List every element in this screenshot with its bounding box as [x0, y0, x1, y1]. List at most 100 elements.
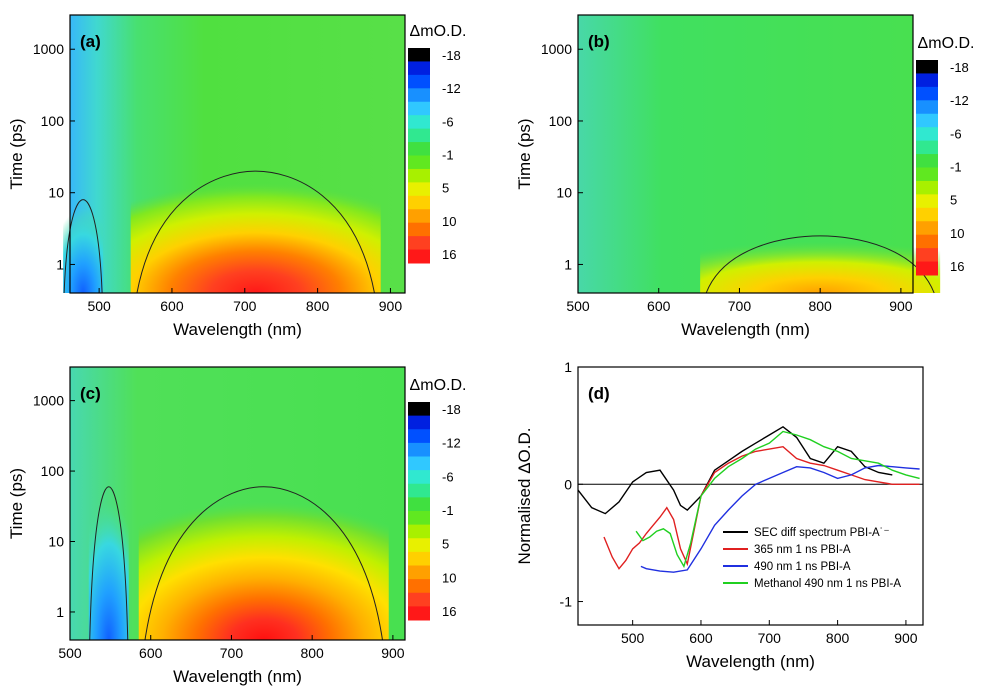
x-tick-label: 800 [306, 298, 330, 314]
colorbar-swatch [408, 155, 430, 170]
x-tick-label: 600 [647, 298, 671, 314]
colorbar-swatch [916, 127, 938, 142]
series-line-1 [603, 445, 920, 570]
colorbar-swatch [916, 221, 938, 236]
heatmap-feature-positive [138, 486, 389, 640]
colorbar-swatch [408, 48, 430, 62]
colorbar-swatch [916, 60, 938, 74]
colorbar-title: ΔmO.D. [918, 35, 975, 52]
colorbar-swatch [408, 511, 430, 526]
colorbar-label: 10 [442, 214, 456, 229]
x-axis-label: Wavelength (nm) [173, 320, 302, 339]
plot-frame-0 [69, 14, 406, 294]
panel-label: (d) [588, 384, 610, 403]
x-tick-label: 500 [58, 645, 82, 661]
colorbar-0: ΔmO.D. -18 -12 -6 -1 5 10 16 [408, 23, 466, 264]
series-line-3 [635, 430, 920, 569]
colorbar-swatch [916, 180, 938, 195]
x-tick-label: 800 [300, 645, 324, 661]
heatmap-feature-positive [130, 171, 381, 293]
x-tick-label: 600 [139, 645, 163, 661]
colorbar-swatch [916, 73, 938, 88]
y-tick-label: 1000 [541, 41, 572, 57]
y-axis-label: Normalised ΔO.D. [515, 428, 534, 565]
colorbar-swatch [408, 538, 430, 553]
heatmap-feature-negative [88, 486, 129, 640]
y-tick-label: 10 [556, 185, 572, 201]
x-tick-label: 800 [826, 630, 850, 646]
colorbar-label: 16 [950, 259, 964, 274]
series-line-2 [640, 464, 920, 573]
colorbar-swatch [916, 154, 938, 168]
x-tick-label: 500 [566, 298, 590, 314]
colorbar-swatch [916, 167, 938, 182]
x-tick-label: 900 [889, 298, 913, 314]
x-tick-label: 700 [233, 298, 257, 314]
colorbar-swatch [408, 415, 430, 430]
colorbar-swatch [916, 100, 938, 115]
y-axis-label: Time (ps) [7, 118, 26, 189]
x-tick-label: 600 [689, 630, 713, 646]
y-tick-label: 100 [41, 463, 65, 479]
heatmap-feature-negative [63, 199, 104, 293]
colorbar-swatch [916, 261, 938, 276]
colorbar-swatch [408, 195, 430, 210]
colorbar-swatch [408, 88, 430, 103]
colorbar-label: -6 [442, 469, 454, 484]
x-tick-label: 700 [758, 630, 782, 646]
colorbar-label: 5 [950, 193, 957, 208]
colorbar-swatch [408, 551, 430, 566]
contour-line [705, 235, 935, 294]
colorbar-swatch [916, 113, 938, 128]
y-tick-label: 1000 [33, 41, 64, 57]
heatmap-panel-2 [70, 367, 405, 641]
legend-label: 490 nm 1 ns PBI-A [754, 561, 851, 573]
colorbar-label: -1 [950, 160, 962, 175]
panel-label: (b) [588, 32, 610, 51]
colorbar-swatch [916, 86, 938, 101]
y-tick-label: 1 [564, 359, 572, 375]
colorbar-swatch [408, 74, 430, 89]
colorbar-swatch [408, 497, 430, 512]
colorbar-swatch [408, 115, 430, 130]
y-tick-label: 100 [549, 113, 573, 129]
colorbar-label: -12 [442, 81, 461, 96]
colorbar-label: -1 [442, 148, 454, 163]
colorbar-swatch [408, 402, 430, 417]
legend-label: 365 nm 1 ns PBI-A [754, 544, 851, 556]
x-tick-label: 500 [621, 630, 645, 646]
x-tick-label: 900 [894, 630, 918, 646]
colorbar-swatch [408, 168, 430, 183]
colorbar-label: -1 [442, 503, 454, 518]
colorbar-swatch [408, 592, 430, 607]
colorbar-swatch [408, 61, 430, 76]
plots-layer: 500 600 700 800 900 1 10 100 1000 Wavelength (nm)… [7, 14, 974, 686]
x-tick-label: 500 [87, 298, 111, 314]
contour-line [144, 486, 383, 641]
colorbar-swatch [408, 565, 430, 580]
y-tick-label: 1 [564, 256, 572, 272]
legend-label: Methanol 490 nm 1 ns PBI-A [754, 578, 901, 590]
plot-frame-3 [577, 366, 924, 626]
x-tick-label: 700 [220, 645, 244, 661]
colorbar-swatch [408, 249, 430, 264]
colorbar-swatch [916, 234, 938, 249]
contour-line [89, 486, 129, 641]
colorbar-label: 16 [442, 247, 456, 262]
plot-frame-1 [577, 14, 914, 294]
colorbar-label: 16 [442, 604, 456, 619]
colorbar-1: ΔmO.D. -18 -12 -6 -1 5 10 16 [916, 35, 974, 276]
colorbar-swatch [408, 524, 430, 539]
colorbar-swatch [916, 140, 938, 155]
y-axis-label: Time (ps) [515, 118, 534, 189]
colorbar-swatch [408, 579, 430, 594]
y-tick-label: 100 [41, 113, 65, 129]
colorbar-swatch [408, 456, 430, 471]
x-axis-label: Wavelength (nm) [681, 320, 810, 339]
series-line-0 [577, 425, 893, 515]
y-tick-label: 1 [56, 604, 64, 620]
colorbar-swatch [408, 470, 430, 485]
contour-line [63, 199, 103, 294]
